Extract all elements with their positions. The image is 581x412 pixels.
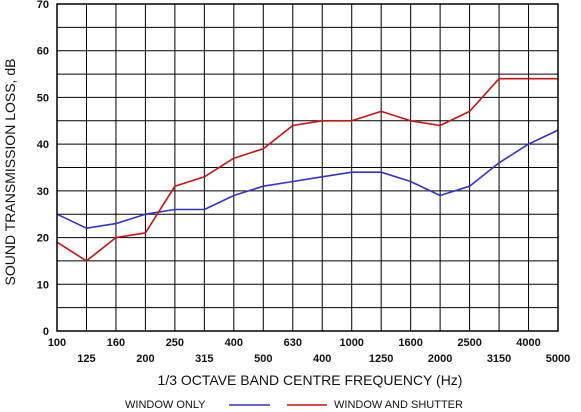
x-tick-label: 630 — [284, 337, 302, 349]
x-tick-label: 2000 — [428, 353, 452, 365]
x-tick-label: 5000 — [546, 353, 570, 365]
y-tick-label: 30 — [37, 186, 49, 198]
legend-label-window-only: WINDOW ONLY — [125, 399, 206, 411]
y-tick-label: 0 — [43, 326, 49, 338]
x-tick-label: 160 — [107, 337, 125, 349]
x-tick-label: 100 — [48, 337, 66, 349]
x-tick-label: 1250 — [369, 353, 393, 365]
x-tick-label: 400 — [313, 353, 331, 365]
x-tick-label: 250 — [166, 337, 184, 349]
x-tick-label: 500 — [254, 353, 272, 365]
y-tick-label: 10 — [37, 279, 49, 291]
x-tick-label: 4000 — [516, 337, 540, 349]
x-tick-label: 1000 — [339, 337, 363, 349]
series-lines — [56, 77, 559, 262]
legend-label-window-and-shutter: WINDOW AND SHUTTER — [334, 399, 463, 411]
y-tick-label: 60 — [37, 46, 49, 58]
legend: WINDOW ONLY WINDOW AND SHUTTER — [125, 399, 463, 411]
plot-frame — [56, 3, 559, 332]
x-tick-label: 200 — [136, 353, 154, 365]
y-axis-label: SOUND TRANSMISSION LOSS, dB — [2, 59, 18, 286]
x-tick-label: 315 — [195, 353, 213, 365]
y-tick-labels: 0 10 20 30 40 50 60 70 — [37, 0, 49, 338]
series-line-window-only — [56, 129, 559, 229]
x-tick-label: 3150 — [487, 353, 511, 365]
series-line-window-and-shutter — [56, 77, 558, 262]
y-tick-label: 70 — [37, 0, 49, 11]
y-tick-label: 50 — [37, 92, 49, 104]
x-tick-labels: 100 125 160 200 250 315 400 500 630 400 1000 1250 16… — [48, 337, 570, 365]
y-tick-label: 40 — [37, 139, 49, 151]
x-tick-label: 1600 — [398, 337, 422, 349]
x-axis-label: 1/3 OCTAVE BAND CENTRE FREQUENCY (Hz) — [158, 372, 463, 388]
y-tick-label: 20 — [37, 233, 49, 245]
x-tick-label: 2500 — [457, 337, 481, 349]
x-tick-label: 400 — [225, 337, 243, 349]
grid — [56, 3, 559, 332]
x-tick-label: 125 — [77, 353, 95, 365]
